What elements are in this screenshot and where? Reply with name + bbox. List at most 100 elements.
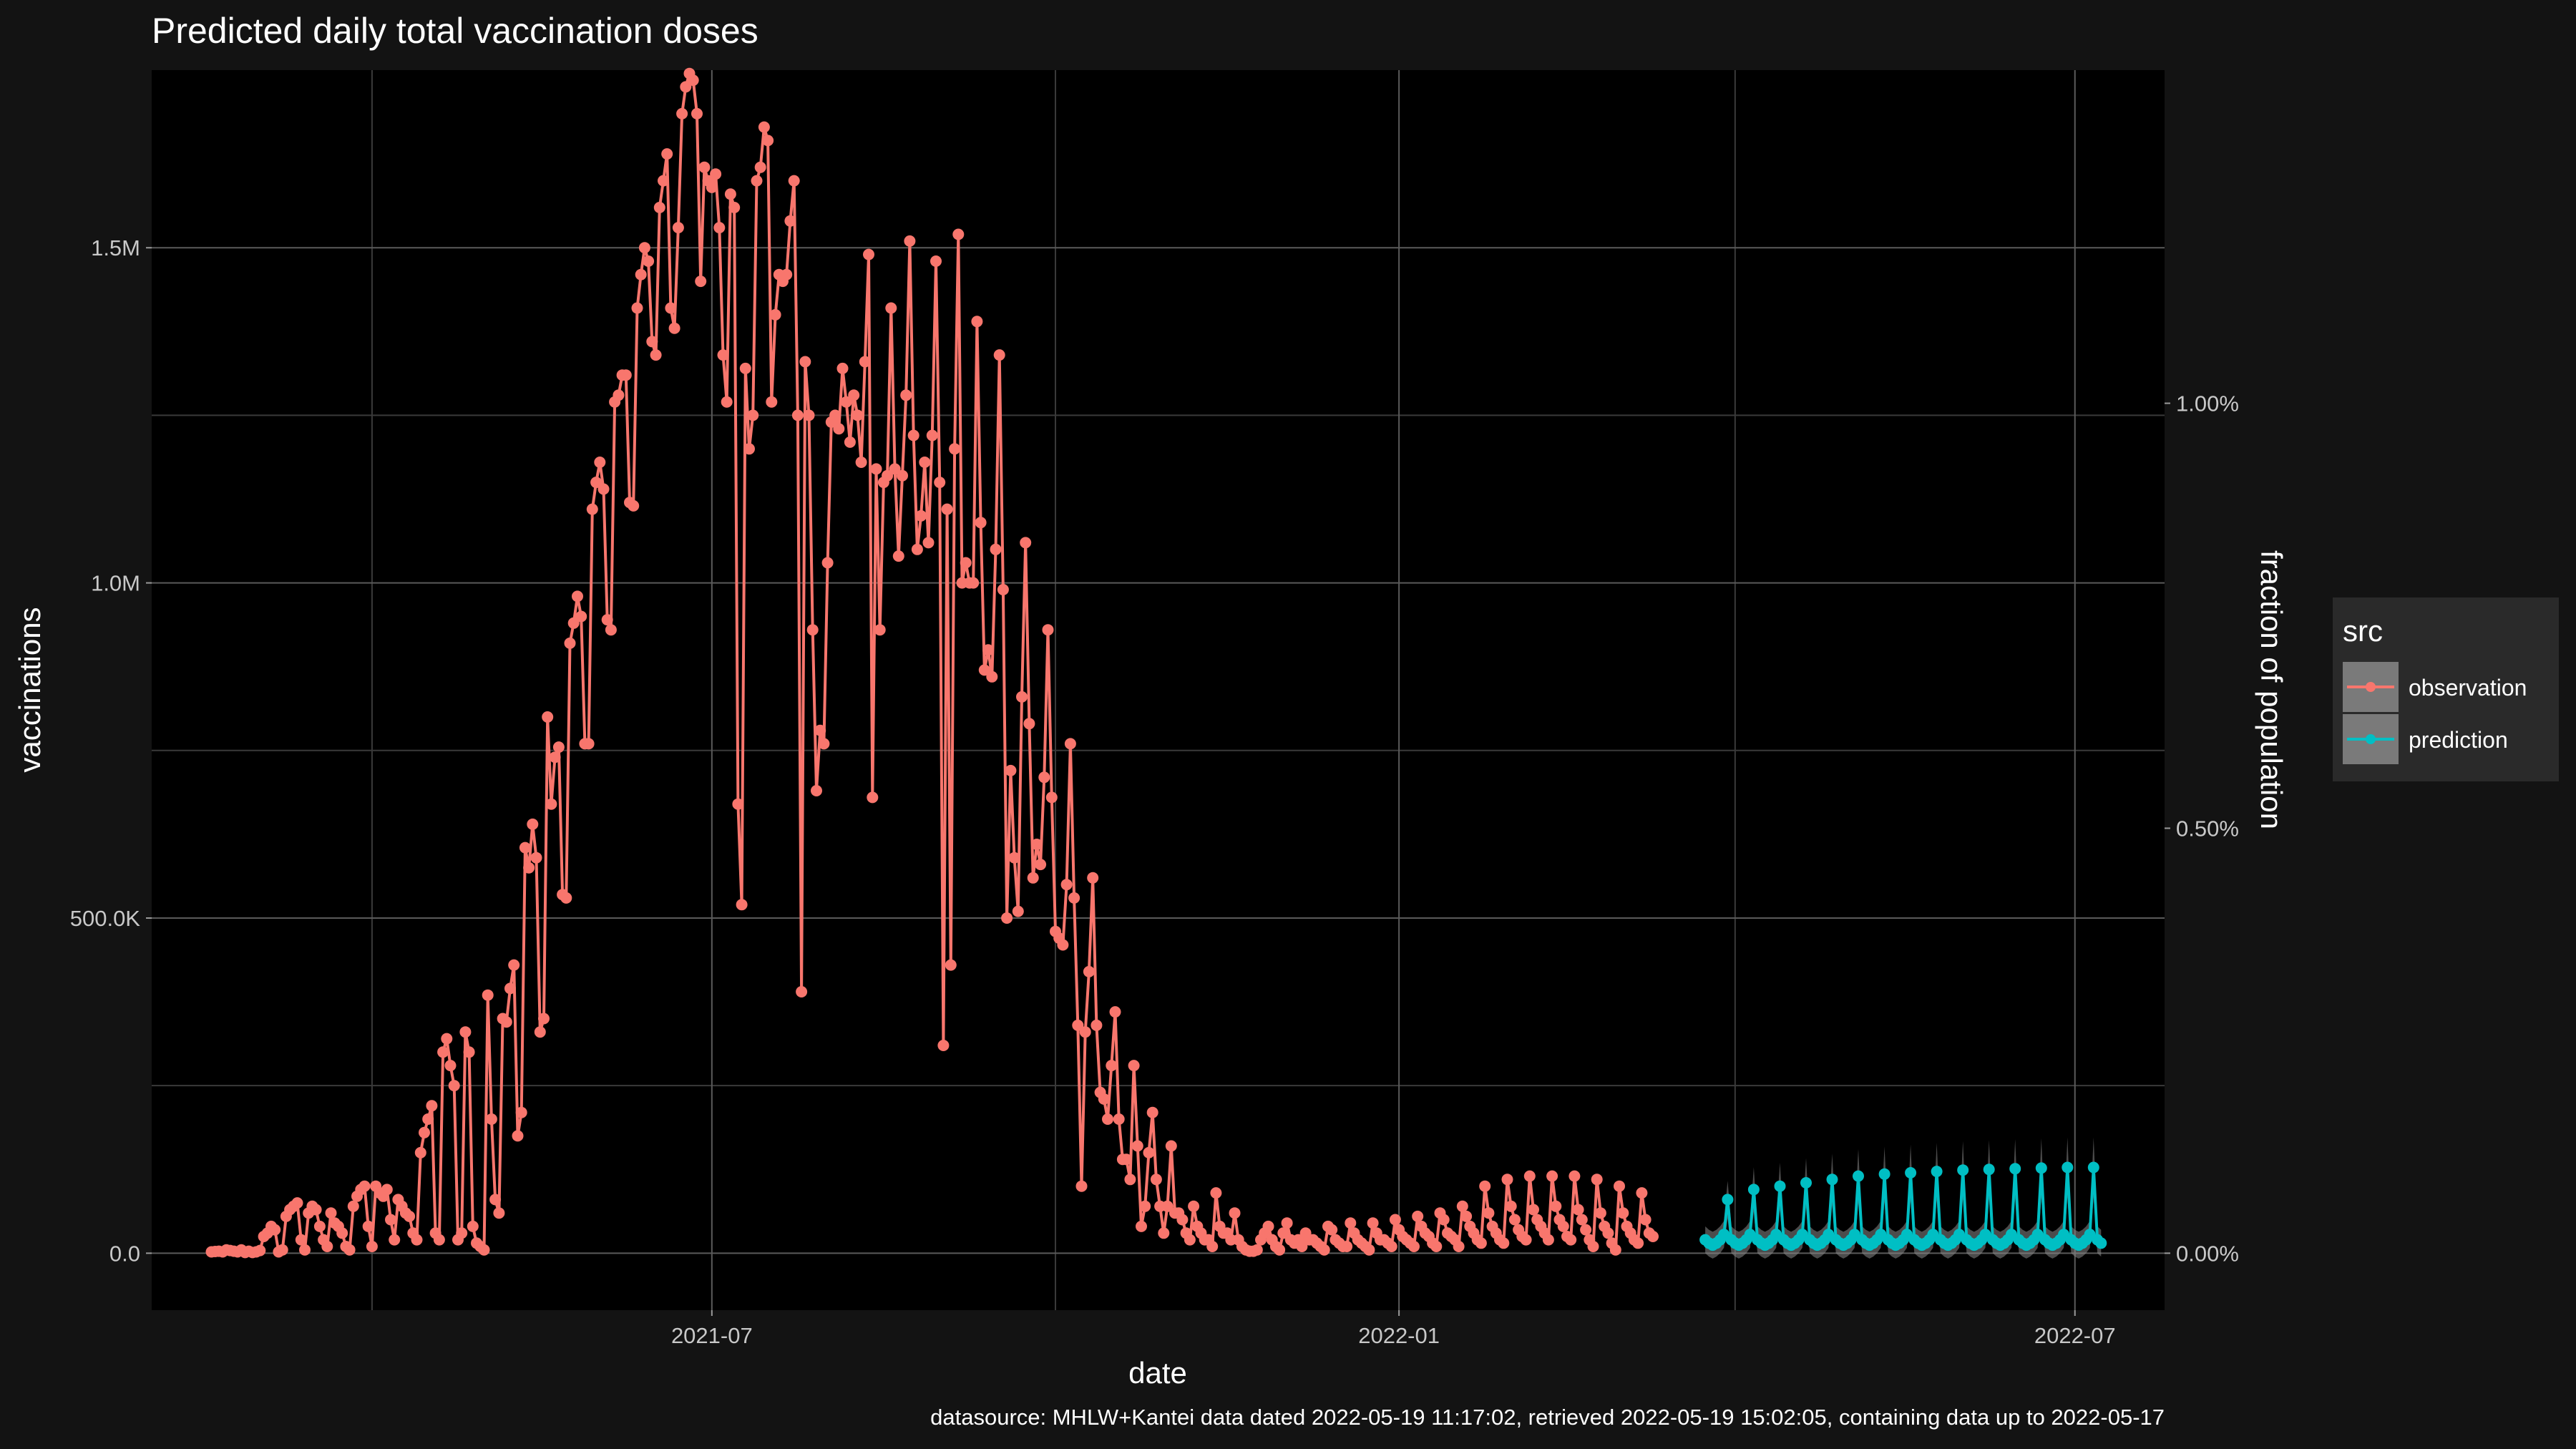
observation-point (1520, 1234, 1532, 1246)
observation-point (698, 161, 711, 173)
observation-point (575, 610, 587, 623)
y2-axis-title: fraction of population (2255, 550, 2288, 829)
observation-point (1591, 1174, 1603, 1186)
observation-point (1572, 1204, 1584, 1216)
series-layer (205, 67, 2107, 1259)
observation-point (949, 443, 961, 455)
observation-point (530, 852, 542, 864)
observation-point (1587, 1241, 1599, 1252)
observation-point (564, 637, 576, 649)
observation-point (650, 349, 662, 361)
observation-point (937, 1040, 950, 1051)
observation-point (321, 1241, 333, 1252)
observation-point (590, 477, 602, 489)
observation-point (930, 255, 942, 267)
observation-point (1389, 1214, 1401, 1226)
observation-point (1131, 1140, 1143, 1152)
observation-point (672, 222, 684, 234)
observation-point (852, 409, 864, 421)
prediction-point (1957, 1164, 1969, 1176)
observation-point (1150, 1174, 1162, 1186)
observation-point (1632, 1237, 1644, 1249)
observation-point (456, 1227, 468, 1239)
observation-point (467, 1220, 479, 1232)
observation-point (463, 1046, 475, 1058)
observation-point (1456, 1200, 1468, 1212)
observation-point (706, 181, 718, 193)
observation-point (459, 1026, 472, 1038)
observation-point (1602, 1227, 1614, 1239)
observation-point (597, 483, 610, 495)
prediction-point (2035, 1162, 2047, 1174)
observation-point (945, 959, 957, 971)
observation-point (788, 175, 800, 187)
observation-point (620, 369, 632, 381)
observation-point (762, 135, 774, 147)
observation-point (1057, 939, 1069, 951)
observation-point (781, 268, 793, 280)
observation-point (769, 308, 781, 321)
observation-point (1210, 1187, 1222, 1199)
observation-point (1557, 1220, 1569, 1232)
observation-point (859, 356, 871, 368)
observation-point (882, 469, 894, 482)
observation-point (1079, 1026, 1091, 1038)
observation-point (1106, 1060, 1118, 1072)
observation-point (411, 1234, 423, 1246)
prediction-point (1722, 1194, 1734, 1206)
observation-point (515, 1106, 527, 1118)
observation-point (638, 242, 650, 254)
observation-point (419, 1126, 430, 1138)
observation-point (1542, 1234, 1554, 1246)
y-tick-label: 500.0K (70, 906, 141, 931)
observation-point (1161, 1200, 1174, 1212)
observation-point (900, 389, 912, 401)
observation-point (1479, 1180, 1491, 1192)
observation-point (754, 161, 766, 173)
observation-point (493, 1207, 505, 1219)
observation-point (1035, 859, 1047, 871)
observation-point (542, 711, 554, 723)
observation-point (1412, 1210, 1424, 1222)
observation-point (993, 349, 1005, 361)
observation-point (713, 222, 726, 234)
observation-point (1453, 1241, 1465, 1252)
observation-point (269, 1224, 281, 1236)
observation-point (1385, 1241, 1397, 1252)
observation-point (728, 202, 741, 213)
observation-point (1508, 1214, 1521, 1226)
observation-point (437, 1046, 449, 1058)
observation-point (1087, 872, 1099, 884)
observation-point (1016, 691, 1028, 703)
observation-point (897, 469, 908, 482)
y2-tick-label: 0.00% (2176, 1241, 2239, 1266)
observation-point (254, 1244, 266, 1257)
observation-point (1176, 1214, 1189, 1226)
observation-point (552, 741, 565, 753)
observation-point (1647, 1231, 1659, 1242)
observation-point (1296, 1241, 1308, 1252)
observation-point (1042, 624, 1054, 636)
prediction-point (1774, 1180, 1786, 1192)
observation-point (1165, 1140, 1177, 1152)
observation-point (1045, 791, 1058, 804)
observation-point (1005, 764, 1017, 776)
observation-point (1594, 1207, 1606, 1219)
observation-point (1229, 1207, 1241, 1219)
observation-point (960, 557, 972, 569)
observation-point (362, 1220, 374, 1232)
y-axis-left: 0.0 500.0K 1.0M 1.5M (70, 235, 152, 1266)
observation-point (613, 389, 625, 401)
observation-point (743, 443, 755, 455)
observation-point (1083, 965, 1095, 977)
observation-point (1550, 1200, 1562, 1212)
observation-point (299, 1244, 311, 1256)
observation-point (1251, 1244, 1263, 1256)
observation-point (997, 584, 1009, 595)
observation-point (1580, 1224, 1592, 1236)
observation-point (721, 396, 733, 408)
observation-point (1136, 1220, 1147, 1232)
observation-point (635, 268, 647, 280)
observation-point (404, 1210, 416, 1222)
observation-point (739, 362, 751, 374)
